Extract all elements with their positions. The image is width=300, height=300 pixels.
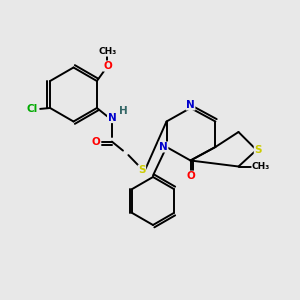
Text: O: O xyxy=(92,136,100,147)
Text: H: H xyxy=(119,106,128,116)
Text: N: N xyxy=(159,142,168,152)
Text: N: N xyxy=(107,112,116,123)
Text: S: S xyxy=(254,145,262,155)
Text: O: O xyxy=(103,61,112,71)
Text: CH₃: CH₃ xyxy=(252,162,270,171)
Text: S: S xyxy=(138,165,146,175)
Text: CH₃: CH₃ xyxy=(98,47,116,56)
Text: N: N xyxy=(186,100,195,110)
Text: O: O xyxy=(186,171,195,181)
Text: Cl: Cl xyxy=(26,104,38,115)
